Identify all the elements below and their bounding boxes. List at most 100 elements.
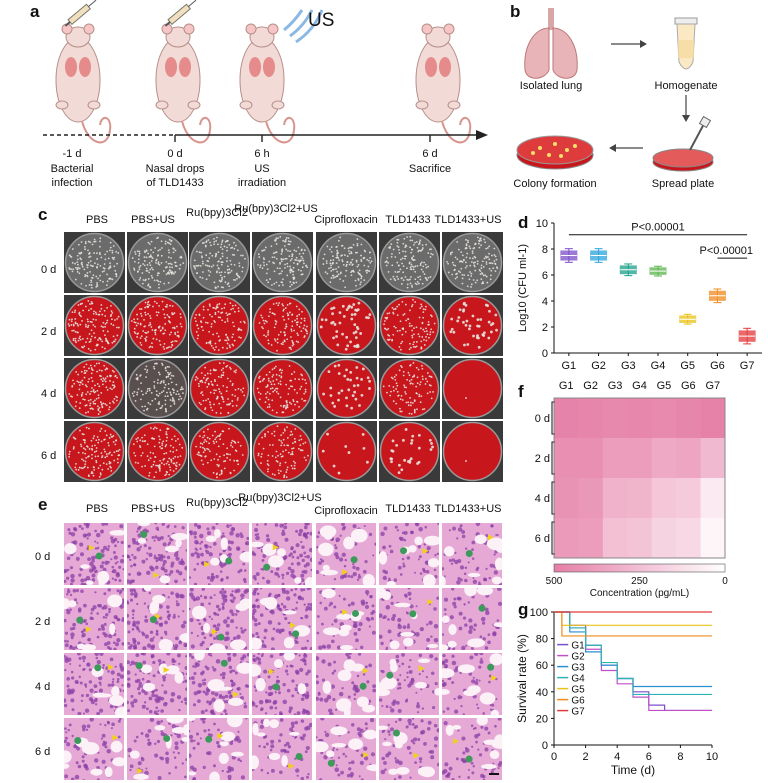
agar-plate xyxy=(379,295,440,356)
agar-plate xyxy=(442,295,503,356)
heatmap-cell xyxy=(554,518,579,559)
y-axis-label: Log10 (CFU ml-1) xyxy=(517,244,529,332)
box xyxy=(679,313,697,325)
group-label-ru-us: Ru(bpy)3Cl2+US xyxy=(234,203,318,215)
colony-plate-icon xyxy=(516,135,594,170)
agar-plate xyxy=(127,232,188,293)
x-tick-label: 2 xyxy=(583,751,589,763)
timeline-time-4: 6 d xyxy=(422,148,438,160)
row-label-6d: 6 d xyxy=(41,450,57,462)
agar-plate xyxy=(64,358,125,419)
heatmap-cell xyxy=(627,478,653,519)
heatmap-column-label: G3 xyxy=(608,380,623,392)
histology-image xyxy=(379,588,439,650)
colorbar-tick: 0 xyxy=(722,576,728,587)
group-label-tld1433-us: TLD1433+US xyxy=(434,214,502,226)
group-label-pbs: PBS xyxy=(85,214,109,226)
histology-label-ru: Ru(bpy)3Cl2 xyxy=(186,497,248,509)
box xyxy=(590,248,608,263)
histology-image xyxy=(316,523,376,585)
tube-icon xyxy=(674,17,698,70)
heatmap-cell xyxy=(578,438,604,479)
panel-label-g: g xyxy=(518,600,529,619)
x-tick-label: G7 xyxy=(740,360,755,372)
y-tick-label: 0 xyxy=(542,348,548,360)
timeline-desc-3a: US xyxy=(254,163,270,175)
histology-image xyxy=(442,718,502,780)
box xyxy=(708,288,726,304)
histology-label-ru-us: Ru(bpy)3Cl2+US xyxy=(238,492,322,504)
heatmap-cell xyxy=(676,398,702,439)
heatmap-cell xyxy=(700,478,726,519)
histology-image xyxy=(316,588,376,650)
hist-row-label-0d: 0 d xyxy=(35,551,51,563)
box xyxy=(738,327,756,345)
timeline-desc-3b: irradiation xyxy=(237,177,287,189)
timeline-desc-2a: Nasal drops xyxy=(145,163,205,175)
histology-grid xyxy=(64,523,504,781)
colorbar-label: Concentration (pg/mL) xyxy=(590,588,690,599)
histology-image xyxy=(64,588,124,650)
panel-label-d: d xyxy=(518,213,529,232)
x-tick-label: G2 xyxy=(591,360,606,372)
panel-a: US -1 d Bacterial infection 0 d Nasal dr… xyxy=(0,0,505,200)
y-tick-label: 40 xyxy=(536,687,548,699)
histology-image xyxy=(316,653,376,715)
x-tick-label: 6 xyxy=(646,751,652,763)
heatmap-row-label: 0 d xyxy=(535,413,550,425)
row-label-4d: 4 d xyxy=(41,388,57,400)
heatmap-column-label: G5 xyxy=(657,380,672,392)
heatmap-cell xyxy=(578,398,604,439)
heatmap-cell xyxy=(554,478,579,519)
timeline-desc-1b: infection xyxy=(51,177,93,189)
hist-row-label-6d: 6 d xyxy=(35,746,51,758)
histology-image xyxy=(379,718,439,780)
histology-image xyxy=(379,653,439,715)
heatmap-cell xyxy=(578,518,604,559)
plate-grid xyxy=(64,232,504,484)
histology-image xyxy=(127,523,187,585)
panel-f: G1 G2 G3 G4 G5 G6 G7 0 d 2 d 4 d 6 d 500 250 0 Concent… xyxy=(512,378,768,600)
histology-image xyxy=(127,718,187,780)
legend-label: G5 xyxy=(571,685,585,696)
heatmap-column-label: G1 xyxy=(559,380,574,392)
timeline-desc-2b: of TLD1433 xyxy=(146,177,204,189)
heatmap-cell xyxy=(651,438,677,479)
spread-plate-icon xyxy=(652,115,714,172)
group-label-pbs-us: PBS+US xyxy=(131,214,175,226)
y-tick-label: 80 xyxy=(536,634,548,646)
heatmap-cell xyxy=(651,398,677,439)
agar-plate xyxy=(252,421,313,482)
heatmap-column-label: G2 xyxy=(583,380,598,392)
hist-row-label-4d: 4 d xyxy=(35,681,51,693)
histology-image xyxy=(252,523,312,585)
heatmap-cell xyxy=(554,398,579,439)
heatmap-cell xyxy=(676,438,702,479)
x-tick-label: 10 xyxy=(706,751,718,763)
survival-chart: 0 20 40 60 80 100 0 2 4 6 8 10 Time (d) Survival rate… xyxy=(515,607,718,777)
histology-image xyxy=(127,653,187,715)
histology-image xyxy=(442,653,502,715)
step-colony-formation: Colony formation xyxy=(513,178,597,190)
hist-row-label-2d: 2 d xyxy=(35,616,51,628)
heatmap: G1 G2 G3 G4 G5 G6 G7 0 d 2 d 4 d 6 d 500 250 0 Concent… xyxy=(535,380,729,599)
lung-icon xyxy=(524,8,578,79)
agar-plate xyxy=(316,421,377,482)
colorbar-tick: 500 xyxy=(546,576,563,587)
panel-b: Isolated lung Homogenate Spread plate Co… xyxy=(505,0,768,200)
x-tick-label: G6 xyxy=(710,360,725,372)
agar-plate xyxy=(442,232,503,293)
histology-image xyxy=(64,523,124,585)
x-axis-label: Time (d) xyxy=(611,763,655,777)
step-isolated-lung: Isolated lung xyxy=(519,80,583,92)
heatmap-cell xyxy=(676,478,702,519)
y-tick-label: 20 xyxy=(536,713,548,725)
panel-a-graphic xyxy=(43,0,488,144)
histology-image xyxy=(189,523,249,585)
heatmap-column-label: G4 xyxy=(632,380,647,392)
heatmap-cell xyxy=(602,518,628,559)
heatmap-cell xyxy=(554,438,579,479)
heatmap-cell xyxy=(602,398,628,439)
agar-plate xyxy=(379,232,440,293)
p-value-label: P<0.00001 xyxy=(700,245,754,257)
